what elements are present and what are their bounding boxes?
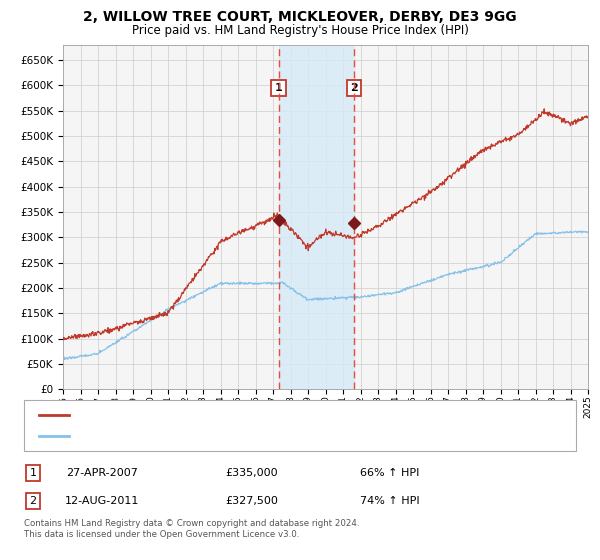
Text: 2: 2	[29, 496, 37, 506]
Text: Price paid vs. HM Land Registry's House Price Index (HPI): Price paid vs. HM Land Registry's House …	[131, 24, 469, 36]
Text: HPI: Average price, detached house, City of Derby: HPI: Average price, detached house, City…	[73, 431, 319, 441]
Text: Contains HM Land Registry data © Crown copyright and database right 2024.
This d: Contains HM Land Registry data © Crown c…	[24, 520, 359, 539]
Text: 1: 1	[275, 83, 283, 93]
Text: 2, WILLOW TREE COURT, MICKLEOVER, DERBY, DE3 9GG: 2, WILLOW TREE COURT, MICKLEOVER, DERBY,…	[83, 10, 517, 24]
Text: 27-APR-2007: 27-APR-2007	[66, 468, 138, 478]
Text: £335,000: £335,000	[226, 468, 278, 478]
Text: 2: 2	[350, 83, 358, 93]
Bar	[278, 45, 354, 389]
Text: 1: 1	[29, 468, 37, 478]
Text: 12-AUG-2011: 12-AUG-2011	[65, 496, 139, 506]
Text: 66% ↑ HPI: 66% ↑ HPI	[361, 468, 419, 478]
Text: 74% ↑ HPI: 74% ↑ HPI	[360, 496, 420, 506]
Text: 2, WILLOW TREE COURT, MICKLEOVER, DERBY, DE3 9GG (detached house): 2, WILLOW TREE COURT, MICKLEOVER, DERBY,…	[73, 409, 439, 419]
Text: £327,500: £327,500	[226, 496, 278, 506]
